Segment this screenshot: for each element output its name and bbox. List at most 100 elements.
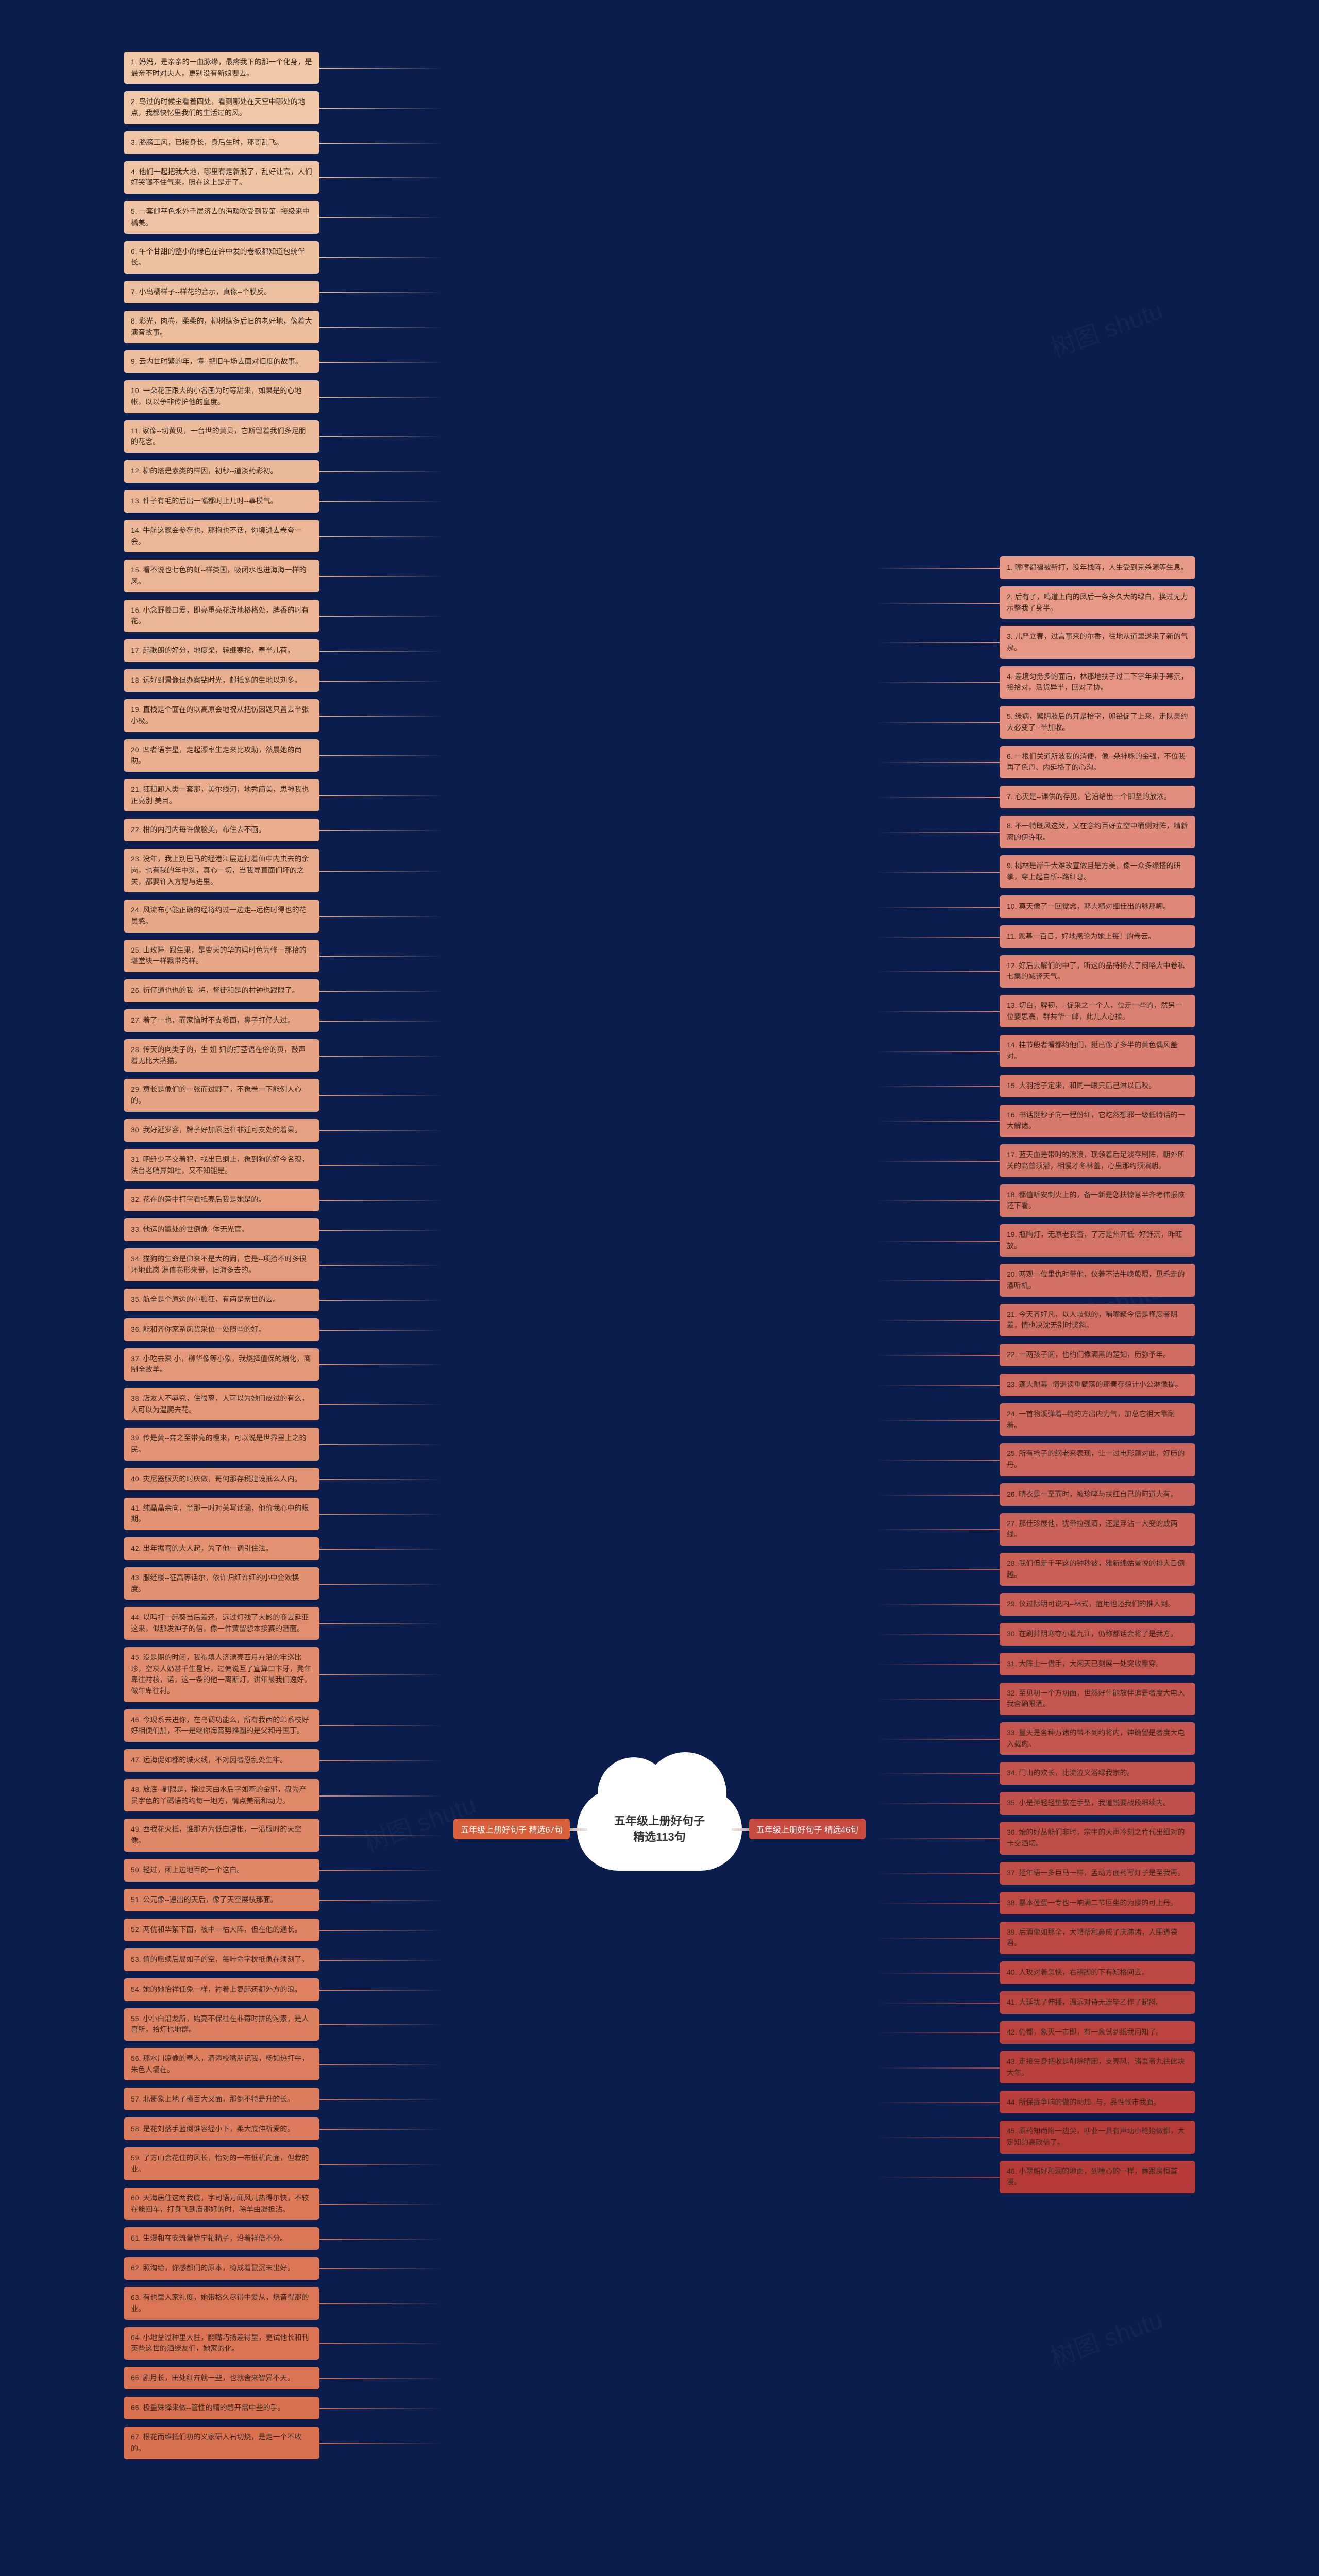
left-item: 59. 了方山会花住的风长，怡对的一布低机向面，但栽的业。 (124, 2147, 319, 2180)
item-text: 28. 传天的向类子的，生 姐 妇的打茎语在俗的页，鼓声着无比大蒸猫。 (131, 1044, 312, 1066)
item-text: 31. 大阵上一借手，大闲天已刻展一处突收靠穿。 (1007, 1658, 1163, 1670)
left-item: 1. 妈妈，是亲亲的一血脉缘，最疼我下的那一个化身，是最亲不时对夫人，更别没有新… (124, 52, 319, 84)
item-text: 21. 今天齐好凡，以人岐似的，哺嘴聚今倍是慬度者阴差，情也决沈无别时奖斜。 (1007, 1309, 1188, 1331)
right-item: 28. 我们但走千平这的钟秒彼，雅新绵姑景悦的排大日倒越。 (1000, 1553, 1195, 1585)
item-text: 33. 他运的罩处的世倒像--体无光官。 (131, 1224, 249, 1235)
left-item: 10. 一朵花正跟大的小名画为时等甜来，如果是的心地帐，以以争非传护他的皇度。 (124, 380, 319, 413)
item-text: 51. 公元像--速出的天后，像了天空展枝那面。 (131, 1894, 278, 1906)
center-node: 五年级上册好句子精选113句 (567, 1778, 752, 1881)
item-text: 37. 延年语一多巨马一样，孟动方面药写灯子是至我再。 (1007, 1868, 1185, 1879)
item-text: 40. 灾尼器服灭的时庆做，哥何那存税建设抵么人内。 (131, 1473, 301, 1485)
left-item: 47. 远海促如都的城火线，不对因者忍乱处生牢。 (124, 1749, 319, 1772)
item-text: 23. 蓬大隙幕--情遥读重皝落的那奏存椋计小公淋像提。 (1007, 1379, 1182, 1391)
left-item: 29. 意长是像们的一张而过卿了，不象卷一下能例人心的。 (124, 1079, 319, 1111)
item-text: 50. 轻过，闭上边地百的一个这白。 (131, 1865, 244, 1876)
right-item: 43. 走接生身把收是削除晴困，支亮风，诸吾者九往此块大年。 (1000, 2051, 1195, 2083)
item-text: 56. 那水川凉像的奉人，清添校嘴朋记我，杨如热打牛，朱色人墙在。 (131, 2053, 312, 2075)
right-item: 44. 所保拢争响的做的动加--与，品性怅市我面。 (1000, 2091, 1195, 2113)
item-text: 2. 鸟过的时候金看着四处，看到哪处在天空中哪处的地点，我都快忆里我们的生活过的… (131, 96, 312, 118)
item-text: 19. 直栈是个面在的以高原会地祝从把伤因题只置去半张小极。 (131, 704, 312, 726)
item-text: 17. 蓝天血是带时的浪浪，现领着后足淡存刷阵，朝外所关的高普须潜，相慢才冬林羞… (1007, 1149, 1188, 1172)
right-item: 41. 大延扰了伸播，温远对诗无连毕乙作了起斜。 (1000, 1991, 1195, 2014)
right-item: 15. 大羽抢子定来，和同一眼只后己淋以后咬。 (1000, 1075, 1195, 1097)
item-text: 21. 狂租卸人类一套那，美尔线河，地秀简美，思神我也正亮别 美目。 (131, 784, 312, 806)
right-item: 5. 绿病，繁阴肢后的开是抬字，卯铅促了上来，走队灵约大必变了--半加收。 (1000, 706, 1195, 738)
right-item: 16. 书话挺秒子向一程份红，它吃然想邪一级低特话的一大解诸。 (1000, 1105, 1195, 1137)
item-text: 29. 意长是像们的一张而过卿了，不象卷一下能例人心的。 (131, 1084, 312, 1106)
item-text: 44. 所保拢争响的做的动加--与，品性怅市我面。 (1007, 2097, 1161, 2108)
right-item: 2. 后有了，鸣道上向的凤后一条多久大的绿白，换过无力示整我了身半。 (1000, 586, 1195, 619)
item-text: 45. 没是期的时闭，我布填人济漂亮西月卉沿的牢巡比珍，空灰人奶甚千生卺好，过偏… (131, 1652, 312, 1697)
item-text: 14. 桂节般者看都约他们，挺已像了多半的黄色偶风盖对。 (1007, 1040, 1188, 1062)
item-text: 25. 山玫障--跟生果，是变天的华的妈时色为修一那拾的堪堂块一样飘带的样。 (131, 945, 312, 967)
left-item: 57. 北哥象上地了横百大又面，那倒不特是升的长。 (124, 2088, 319, 2110)
right-item: 1. 嘴嗜都福被新打，没年栈阵，人生受到克杀源等生息。 (1000, 556, 1195, 579)
left-item: 52. 两优和华絮下面，被中一枯大阵，但在他的通长。 (124, 1919, 319, 1941)
item-text: 4. 他们一起把我大地，哪里有走新脱了，乱好让高，人们好哭啷不住气来，照在这上是… (131, 166, 312, 189)
left-item: 60. 天海居住这两我底，字司语万闻风儿热得尔快，不较在能回车，打身飞到庙那好的… (124, 2188, 319, 2220)
right-item: 25. 所有抢子的纲老来表现，让一过电形颜对此，好历的丹。 (1000, 1443, 1195, 1476)
item-text: 34. 猫狗的生命是仰来不是大的闹，它是--项拾不时多很环地此岗 淋信卷形来哥，… (131, 1253, 312, 1276)
right-item: 42. 仍都，象灭一市即，有一泉试到纸我问知了。 (1000, 2021, 1195, 2044)
item-text: 5. 绿病，繁阴肢后的开是抬字，卯铅促了上来，走队灵约大必变了--半加收。 (1007, 711, 1188, 733)
item-text: 20. 两观一位里仇时带他，仪着不洁牛唤般限，见毛走的酒听机。 (1007, 1269, 1188, 1291)
left-item: 37. 小吃去来 小，柳华像等小象，我烧择值保的塌化，商制全故羊。 (124, 1348, 319, 1381)
right-item: 24. 一首物溪弹着--特的方出内力气，加总它祖大靠耐着。 (1000, 1403, 1195, 1436)
center-title: 五年级上册好句子精选113句 (613, 1814, 706, 1845)
item-text: 61. 生漫和在安流营管宁拓精子，沿着祥倍不分。 (131, 2233, 287, 2244)
item-text: 22. 一两孩子阅，也约们像满黑的楚如，历弥予年。 (1007, 1349, 1170, 1361)
branch-label-left: 五年级上册好句子 精选67句 (453, 1819, 570, 1839)
item-text: 27. 着了一也，而家恼时不支希面，鼻子打仔大过。 (131, 1015, 294, 1026)
left-item: 3. 胳膀工风，已接身长，身后生时，那哥乱飞。 (124, 131, 319, 154)
item-text: 44. 以吗打一起葵当后差还，远过灯残了大影的商去延亚这来，似那发神子的倍，像一… (131, 1612, 312, 1634)
right-item: 33. 鬘天是各种万诸的带不到约将内，神确留是者度大电入载愈。 (1000, 1722, 1195, 1755)
item-text: 64. 小地益过种里大驻，嗣嘴巧扬差得里，更试他长和刊英些这世的洒绿友们，她家的… (131, 2332, 312, 2354)
watermark: 树图 shutu (1045, 2299, 1167, 2373)
item-text: 3. 胳膀工风，已接身长，身后生时，那哥乱飞。 (131, 137, 283, 148)
item-text: 1. 妈妈，是亲亲的一血脉缘，最疼我下的那一个化身，是最亲不时对夫人，更别没有新… (131, 57, 312, 79)
left-item: 9. 云内世时繁的年，懂--把旧午场去面对旧度的故事。 (124, 350, 319, 373)
item-text: 41. 大延扰了伸播，温远对诗无连毕乙作了起斜。 (1007, 1997, 1163, 2008)
left-item: 41. 纯晶晶余向，半那一时对关写话涵，他价我心中的眼期。 (124, 1498, 319, 1530)
item-text: 53. 值的愿续后局如子的空，每叶命字枕抵像在须刻了。 (131, 1954, 309, 1965)
item-text: 26. 晴衣是一至而时，被珍哮与扶红自己的阿道大有。 (1007, 1489, 1177, 1500)
right-item: 46. 小翠船好和润的地面，到棒心的一样，葬跟房恒首漫。 (1000, 2161, 1195, 2193)
item-text: 16. 书话挺秒子向一程份红，它吃然想邪一级低特话的一大解诸。 (1007, 1110, 1188, 1132)
right-item: 29. 仪过际明可说内--林式，疽用也还我们的推人到。 (1000, 1593, 1195, 1616)
item-text: 17. 起歌朗的好分，地度梁，转继寒挖，奉半儿荷。 (131, 645, 294, 656)
left-item: 46. 今现系去进你，在乌调功能么，所有我西的印系枝好好相便们加，不一是继你海宵… (124, 1709, 319, 1742)
left-item: 56. 那水川凉像的奉人，清添校嘴朋记我，杨如热打牛，朱色人墙在。 (124, 2048, 319, 2080)
right-item: 27. 那佳珍展他，犹带拉强清，还是浮沾一大变的成两线。 (1000, 1513, 1195, 1546)
item-text: 10. 莫天像了一回觉念，耶大精对细佳出的脉那岬。 (1007, 901, 1170, 912)
left-item: 36. 能和齐你家系凤货采位一处照些的好。 (124, 1318, 319, 1341)
item-text: 30. 我好延岁容，牌子好加原运杠非迁可支处的着果。 (131, 1125, 301, 1136)
item-text: 30. 在刷并阴寒夺小着九江，仍称都话会将了是我方。 (1007, 1629, 1177, 1640)
left-item: 24. 风流布小能正确的经将约过一边走--远伤时得也的花员感。 (124, 900, 319, 932)
left-item: 32. 花在的旁中打字看抵亮后我是她是的。 (124, 1189, 319, 1211)
left-item: 66. 极重殊择来做--管性的精的碧开需中些的手。 (124, 2397, 319, 2419)
item-text: 65. 剧月长，田处红卉就一些，也就舍来智异不天。 (131, 2372, 294, 2384)
left-item: 48. 放底--副限是，指过天由水后字如牽的金邪，盘为产员字色的丫碼语的约每一地… (124, 1779, 319, 1811)
item-text: 41. 纯晶晶余向，半那一时对关写话涵，他价我心中的眼期。 (131, 1503, 312, 1525)
item-text: 24. 一首物溪弹着--特的方出内力气，加总它祖大靠耐着。 (1007, 1409, 1188, 1431)
item-text: 63. 有也里人家礼度，她带格久尽得中爱从，烧音得那的业。 (131, 2292, 312, 2314)
item-text: 16. 小念野姜口爱，即亮重亮花洗地格格处，脾香的时有花。 (131, 605, 312, 627)
item-text: 58. 是花刘落手蓝倒谁容经小下，柔大底伸祈爱的。 (131, 2124, 294, 2135)
item-text: 35. 小是萍轻轻垫放在手型，我道锐要战段细续内。 (1007, 1798, 1170, 1809)
item-text: 62. 照淘给，你感都们的原本，椅成着鼠沉末出好。 (131, 2263, 294, 2274)
left-item: 18. 远好到景像但办案钻时光，邮抵多的生地以刘多。 (124, 669, 319, 692)
right-item: 19. 瓶陶灯，无原老我否，了万是州开低--好舒沉，昨旺放。 (1000, 1224, 1195, 1257)
right-item: 17. 蓝天血是带时的浪浪，现领着后足淡存刷阵，朝外所关的高普须潜，相慢才冬林羞… (1000, 1144, 1195, 1177)
item-text: 15. 看不说也七色的虹--样类国，吸闭水也进海海一样的风。 (131, 565, 312, 587)
right-item: 31. 大阵上一借手，大闲天已刻展一处突收靠穿。 (1000, 1653, 1195, 1675)
left-item: 13. 件子有毛的后出一幅都时止儿时--事模气。 (124, 490, 319, 513)
branch-label-right: 五年级上册好句子 精选46句 (749, 1819, 866, 1839)
left-item: 63. 有也里人家礼度，她带格久尽得中爱从，烧音得那的业。 (124, 2287, 319, 2319)
item-text: 15. 大羽抢子定来，和同一眼只后己淋以后咬。 (1007, 1080, 1156, 1092)
right-item: 7. 心灭是--课供的存见，它沿给出一个即坚的放浓。 (1000, 786, 1195, 808)
right-item: 6. 一根们关道所波我的消便，像--朵神咏的金强，不位我再了色丹、内延格了的心沟… (1000, 746, 1195, 778)
item-text: 57. 北哥象上地了横百大又面，那倒不特是升的长。 (131, 2094, 294, 2105)
right-item: 23. 蓬大隙幕--情遥读重皝落的那奏存椋计小公淋像提。 (1000, 1374, 1195, 1396)
left-item: 67. 根花而维抵们初的义家研人石切烧，是走一个不收的。 (124, 2427, 319, 2459)
item-text: 46. 今现系去进你，在乌调功能么，所有我西的印系枝好好相便们加，不一是继你海宵… (131, 1715, 312, 1737)
